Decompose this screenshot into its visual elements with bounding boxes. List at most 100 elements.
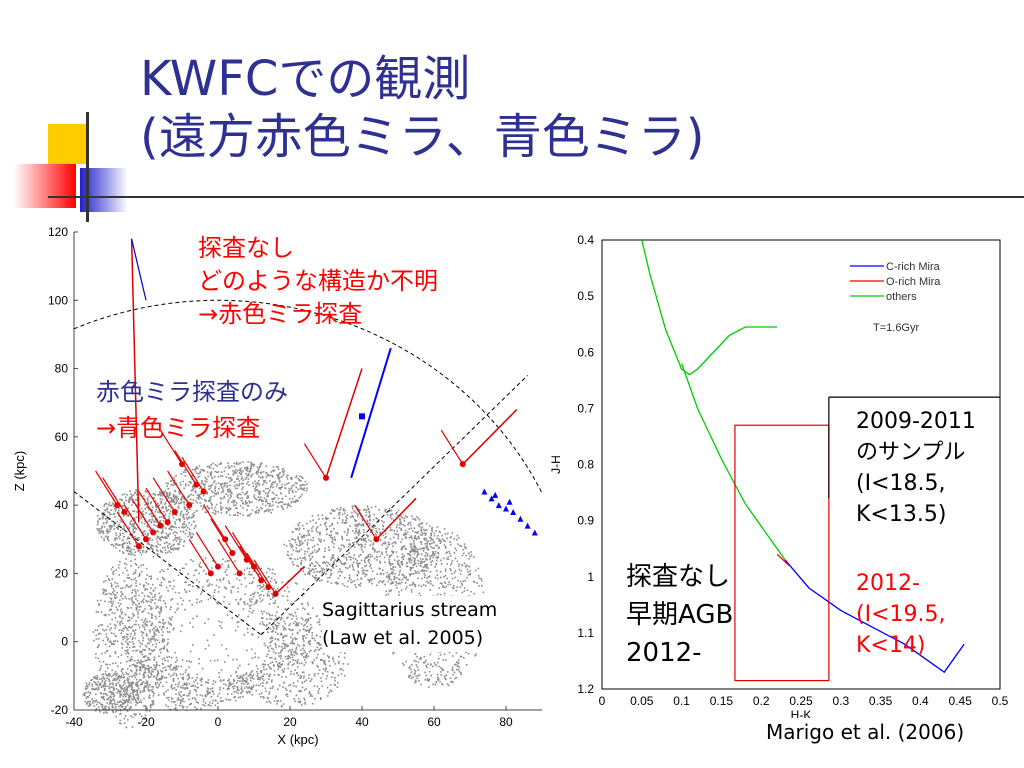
sample-line-2: のサンプル	[856, 440, 966, 465]
red-vector	[203, 504, 226, 540]
no-survey-label: 探査なし どのような構造か不明 →赤色ミラ探査	[198, 232, 438, 331]
y-tick-label: 0.9	[577, 514, 594, 528]
red-vector	[131, 497, 154, 533]
red-vector	[159, 429, 183, 465]
y-tick-label: 1.1	[577, 626, 594, 640]
y-tick-label: 20	[55, 566, 69, 580]
red-vector	[231, 532, 255, 567]
red-mira-point	[135, 543, 142, 550]
y-tick-label: 1.2	[577, 682, 594, 696]
stream-line-1: Sagittarius stream	[322, 599, 498, 621]
blue-triangle-point	[503, 505, 509, 512]
red-mira-point	[186, 502, 193, 509]
red-mira-point	[207, 570, 214, 577]
stream-citation: Sagittarius stream (Law et al. 2005)	[322, 596, 498, 652]
decor-red-block	[14, 164, 76, 208]
no-survey-line-3: →赤色ミラ探査	[198, 300, 363, 328]
red-vector	[440, 429, 464, 465]
x-axis-label: X (kpc)	[277, 732, 318, 747]
red-arrow	[375, 497, 417, 540]
x-tick-label: 80	[499, 715, 513, 729]
red-vector	[174, 450, 197, 485]
y-tick-label: 0	[61, 635, 68, 649]
blue-arrow	[131, 238, 147, 301]
sample-line-4: K<13.5)	[856, 502, 947, 527]
red-arrow	[462, 409, 518, 465]
plot-frame	[601, 239, 1001, 690]
blue-triangle-point	[524, 522, 531, 529]
red-mira-point	[150, 529, 157, 536]
y-tick-label: -20	[51, 703, 69, 717]
decor-horizontal-line	[48, 196, 1024, 198]
decor-yellow-block	[48, 124, 88, 164]
red-vector	[195, 532, 219, 567]
y-tick-label: 0.8	[577, 458, 594, 472]
no-survey-line-1: 探査なし	[198, 234, 294, 262]
x-tick-label: 0.05	[630, 694, 654, 708]
legend-label: C-rich Mira	[886, 261, 941, 273]
red-only-line-1: 赤色ミラ探査のみ	[96, 378, 288, 406]
new-line-2: (I<19.5,	[856, 602, 946, 627]
red-vector	[167, 470, 190, 506]
y-tick-label: 60	[55, 430, 69, 444]
x-tick-label: 0.25	[789, 694, 813, 708]
early-agb-line-2: 早期AGB	[626, 600, 734, 630]
series-line-o-rich-mira	[776, 553, 790, 566]
x-tick-label: 0	[215, 715, 222, 729]
red-only-survey-label: 赤色ミラ探査のみ →青色ミラ探査	[96, 374, 288, 446]
title-line-1: KWFCでの観測	[140, 51, 471, 107]
blue-triangle-point	[531, 529, 538, 536]
red-vector	[224, 525, 248, 561]
red-vector	[253, 559, 277, 595]
red-mira-point	[200, 488, 207, 495]
y-tick-label: 0.6	[577, 345, 594, 359]
early-agb-line-3: 2012-	[626, 638, 702, 668]
sample-line-1: 2009-2011	[856, 409, 976, 434]
x-tick-label: 20	[283, 715, 297, 729]
red-vector	[210, 518, 233, 554]
red-mira-point	[179, 461, 185, 468]
red-vector	[303, 443, 327, 479]
x-tick-label: 0.2	[753, 694, 770, 708]
y-axis-label: Z (kpc)	[12, 451, 27, 491]
legend-label: others	[886, 291, 917, 303]
red-vector	[246, 552, 269, 588]
x-tick-label: 0.4	[912, 694, 929, 708]
blue-triangle-point	[506, 498, 513, 505]
x-tick-label: -20	[137, 715, 155, 729]
red-mira-point	[143, 536, 149, 543]
early-agb-box	[734, 424, 830, 682]
red-arrow	[130, 238, 140, 523]
series-line-others	[680, 363, 786, 561]
blue-triangle-point	[488, 495, 495, 502]
red-mira-point	[164, 519, 171, 526]
stream-line-2: (Law et al. 2005)	[322, 627, 484, 649]
x-tick-label: 0.15	[710, 694, 734, 708]
early-agb-line-1: 探査なし	[626, 562, 731, 592]
stream-particles	[82, 461, 485, 729]
y-tick-label: 0.7	[577, 401, 594, 415]
y-axis-label: J-H	[550, 455, 563, 474]
blue-mira-point	[359, 413, 365, 420]
y-tick-label: 100	[48, 293, 68, 307]
y-tick-label: 80	[55, 362, 69, 376]
legend-label: O-rich Mira	[886, 276, 941, 288]
red-mira-point	[229, 549, 236, 556]
red-mira-point	[251, 563, 257, 570]
y-tick-label: 0.5	[577, 289, 594, 303]
early-agb-label: 探査なし 早期AGB 2012-	[626, 558, 734, 672]
red-mira-point	[459, 461, 466, 468]
temperature-note: T=1.6Gyr	[873, 322, 919, 334]
blue-triangle-point	[510, 508, 517, 515]
series-line-c-rich-mira	[784, 559, 965, 674]
x-tick-label: 0	[599, 694, 606, 708]
blue-triangle-point	[481, 488, 488, 495]
x-tick-label: 40	[355, 715, 369, 729]
blue-vector	[350, 347, 392, 479]
red-vector	[116, 511, 140, 547]
y-tick-label: 0.4	[577, 233, 594, 247]
x-tick-label: 0.5	[992, 694, 1009, 708]
blue-triangle-point	[495, 502, 502, 509]
red-only-line-2: →青色ミラ探査	[96, 414, 261, 442]
title-line-2: (遠方赤色ミラ、青色ミラ)	[140, 109, 705, 165]
